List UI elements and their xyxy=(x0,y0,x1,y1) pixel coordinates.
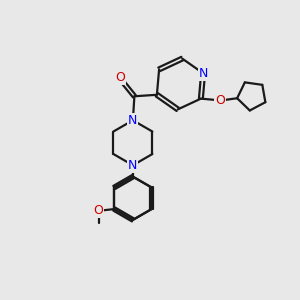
Text: O: O xyxy=(94,204,103,217)
Text: O: O xyxy=(116,71,125,84)
Text: N: N xyxy=(198,67,208,80)
Text: N: N xyxy=(128,114,138,127)
Text: N: N xyxy=(128,159,138,172)
Text: O: O xyxy=(215,94,225,106)
